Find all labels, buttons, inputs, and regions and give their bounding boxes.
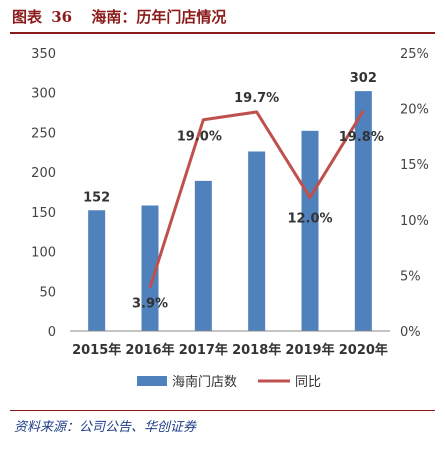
bar-data-label: 152 <box>83 190 110 205</box>
x-tick-label: 2019年 <box>285 342 334 358</box>
line-data-label: 12.0% <box>287 212 332 227</box>
x-tick-label: 2017年 <box>179 342 228 358</box>
legend-label: 同比 <box>295 375 321 390</box>
line-data-label: 3.9% <box>132 297 168 312</box>
figure-number: 36 <box>51 8 73 26</box>
y-left-tick-label: 250 <box>31 126 56 141</box>
bar <box>248 151 266 331</box>
y-left-tick-label: 300 <box>31 87 56 102</box>
bar <box>301 130 319 331</box>
figure-label: 图表 <box>12 8 43 26</box>
line-data-label: 19.0% <box>177 130 222 145</box>
bar <box>88 210 106 331</box>
footer-rule <box>10 410 435 411</box>
y-left-tick-label: 200 <box>31 166 56 181</box>
y-right-tick-label: 5% <box>400 269 421 284</box>
y-left-tick-label: 350 <box>31 47 56 62</box>
x-tick-label: 2016年 <box>125 342 174 358</box>
y-left-tick-label: 100 <box>31 246 56 261</box>
source-note: 资料来源：公司公告、华创证券 <box>14 420 197 435</box>
y-left-tick-label: 150 <box>31 206 56 221</box>
y-left-tick-label: 50 <box>39 285 56 300</box>
bar-data-label: 302 <box>350 71 377 86</box>
line-series <box>148 110 365 289</box>
header-rule <box>10 32 435 34</box>
line-data-label: 19.8% <box>339 130 384 145</box>
x-tick-label: 2020年 <box>339 342 388 358</box>
y-right-tick-label: 10% <box>400 214 429 229</box>
y-right-tick-label: 15% <box>400 158 429 173</box>
y-right-tick-label: 25% <box>400 47 429 62</box>
line-data-label: 19.7% <box>234 91 279 106</box>
bar <box>141 205 159 331</box>
legend-label: 海南门店数 <box>172 374 237 390</box>
x-tick-label: 2018年 <box>232 342 281 358</box>
figure-title: 海南：历年门店情况 <box>91 8 227 26</box>
x-tick-label: 2015年 <box>72 342 121 358</box>
legend-swatch-bar <box>137 376 167 386</box>
y-left-tick-label: 0 <box>48 325 56 340</box>
figure-header: 图表 36 海南：历年门店情况 <box>12 6 435 32</box>
y-right-tick-label: 0% <box>400 325 421 340</box>
bar <box>354 91 372 331</box>
y-right-tick-label: 20% <box>400 103 429 118</box>
bar <box>194 180 212 331</box>
